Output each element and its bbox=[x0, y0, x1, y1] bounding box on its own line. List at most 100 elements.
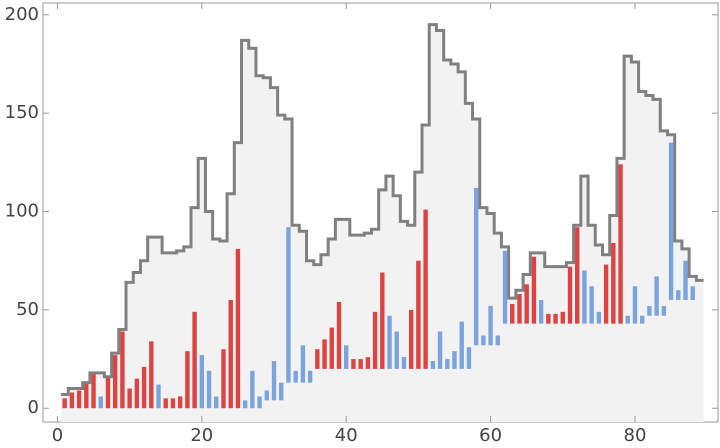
bar bbox=[553, 313, 558, 324]
bar bbox=[538, 300, 544, 324]
bar bbox=[286, 227, 291, 383]
bar bbox=[452, 351, 457, 369]
bar bbox=[459, 321, 464, 369]
bar bbox=[163, 398, 168, 409]
bar bbox=[235, 248, 241, 409]
bar bbox=[120, 331, 125, 409]
x-tick-label: 40 bbox=[335, 425, 358, 446]
bar bbox=[105, 376, 111, 409]
bar bbox=[69, 392, 75, 409]
bar bbox=[141, 366, 147, 409]
bar bbox=[603, 264, 609, 324]
bar bbox=[242, 400, 248, 409]
bar bbox=[387, 315, 392, 369]
step-line bbox=[61, 23, 704, 396]
bar bbox=[351, 359, 356, 369]
bar bbox=[495, 335, 501, 346]
bar bbox=[401, 357, 407, 369]
bar bbox=[228, 300, 233, 409]
bar bbox=[560, 311, 565, 324]
bar bbox=[134, 378, 140, 409]
bar bbox=[668, 142, 674, 301]
bar bbox=[639, 315, 645, 324]
bar bbox=[416, 260, 421, 369]
bar bbox=[632, 286, 638, 324]
bar bbox=[531, 256, 537, 324]
bar bbox=[365, 357, 371, 369]
bar bbox=[611, 242, 616, 324]
y-tick-label: 100 bbox=[5, 201, 39, 222]
bar bbox=[156, 384, 161, 409]
bar bbox=[654, 276, 659, 316]
bar bbox=[473, 187, 479, 346]
x-tick-label: 0 bbox=[52, 425, 63, 446]
bar bbox=[661, 305, 667, 316]
bar bbox=[279, 382, 284, 401]
bar bbox=[380, 272, 385, 369]
bar bbox=[437, 331, 443, 369]
bar bbox=[293, 370, 298, 383]
bar bbox=[322, 339, 327, 369]
y-tick-label: 150 bbox=[5, 102, 39, 123]
bar bbox=[481, 335, 486, 346]
bar bbox=[149, 341, 154, 409]
bar bbox=[618, 164, 623, 324]
bar bbox=[214, 396, 219, 409]
bar bbox=[589, 286, 594, 324]
bar bbox=[466, 347, 472, 369]
x-tick-label: 60 bbox=[479, 425, 502, 446]
bar bbox=[250, 370, 255, 409]
bar bbox=[62, 398, 67, 409]
bar bbox=[264, 390, 269, 401]
bar bbox=[307, 370, 313, 383]
bar bbox=[358, 359, 363, 369]
bar bbox=[575, 227, 580, 324]
bar bbox=[206, 370, 212, 409]
bar bbox=[221, 349, 226, 409]
bar bbox=[430, 361, 436, 369]
bar bbox=[185, 351, 190, 409]
bar bbox=[517, 294, 522, 324]
bar bbox=[112, 355, 118, 409]
bar bbox=[199, 355, 205, 409]
y-tick-label: 50 bbox=[16, 299, 39, 320]
bar bbox=[510, 303, 515, 324]
bar bbox=[76, 390, 82, 409]
bar bbox=[271, 361, 277, 401]
bar bbox=[502, 250, 508, 324]
bar bbox=[408, 309, 414, 369]
bar bbox=[257, 396, 262, 409]
bar bbox=[372, 311, 378, 369]
x-tick-label: 80 bbox=[624, 425, 647, 446]
bar bbox=[91, 372, 96, 409]
y-tick-label: 0 bbox=[28, 397, 39, 418]
bar bbox=[329, 327, 334, 369]
bar bbox=[690, 286, 695, 301]
bar bbox=[582, 270, 587, 324]
bar bbox=[676, 290, 681, 301]
bar bbox=[127, 388, 132, 409]
x-tick-label: 20 bbox=[190, 425, 213, 446]
bar bbox=[683, 260, 688, 301]
bar bbox=[192, 311, 197, 409]
bar bbox=[445, 359, 450, 369]
bar bbox=[315, 349, 320, 369]
bar bbox=[423, 209, 428, 369]
bar bbox=[170, 398, 176, 409]
y-tick-label: 200 bbox=[5, 4, 39, 25]
bar bbox=[625, 315, 630, 324]
bar bbox=[344, 345, 349, 369]
bar bbox=[488, 305, 493, 346]
bar bbox=[177, 396, 183, 409]
bar bbox=[546, 313, 551, 324]
bar bbox=[98, 396, 103, 409]
bar bbox=[647, 305, 652, 316]
bar bbox=[596, 311, 602, 324]
bar bbox=[84, 382, 89, 409]
bar bbox=[300, 345, 306, 383]
bar bbox=[524, 284, 529, 324]
bar bbox=[336, 302, 342, 369]
bar bbox=[567, 266, 573, 324]
bar bbox=[394, 331, 399, 369]
